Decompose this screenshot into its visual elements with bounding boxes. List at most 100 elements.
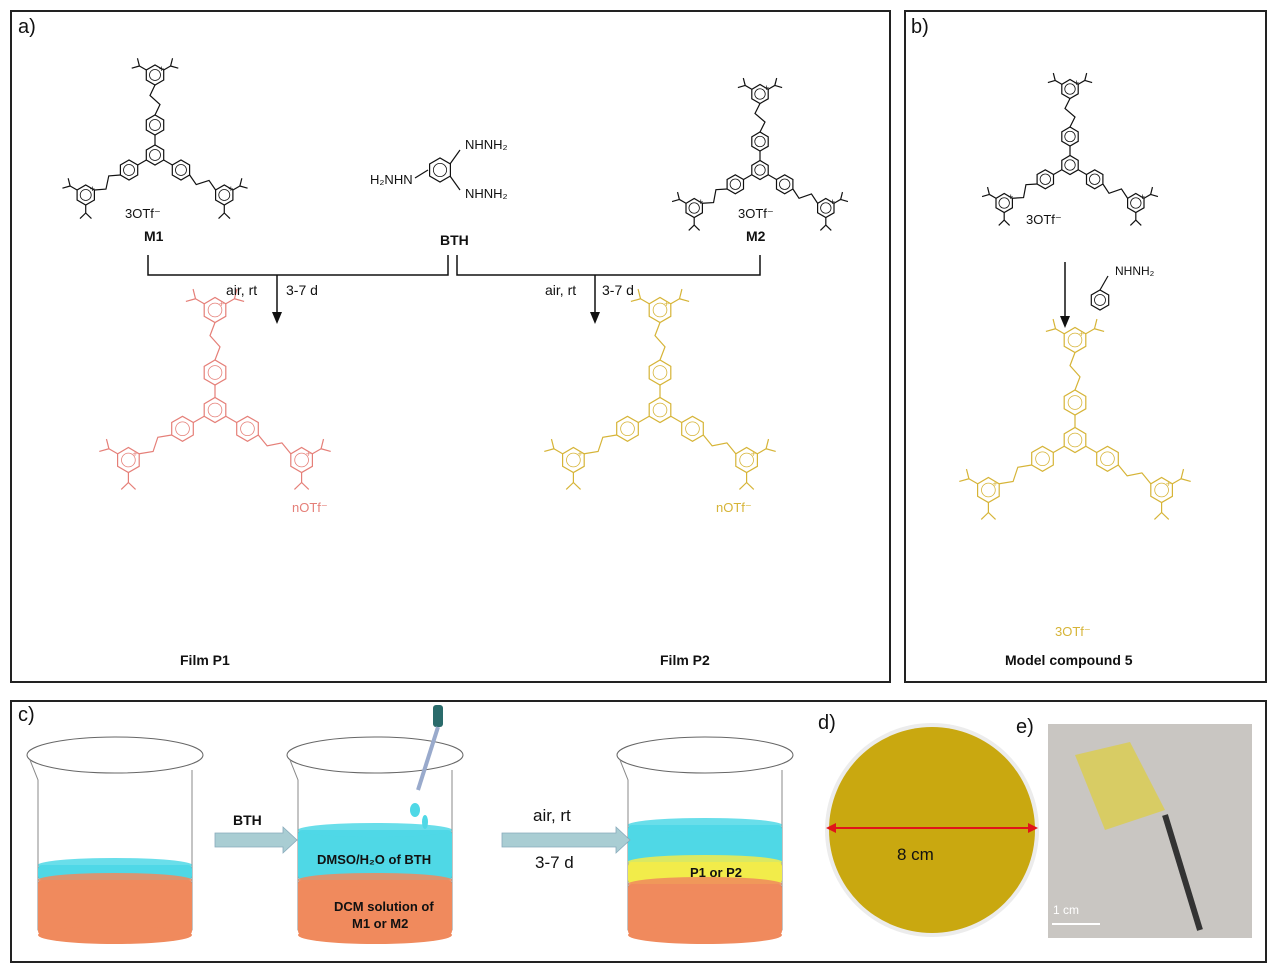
- alkyl-bond: [565, 482, 574, 490]
- vinyl-linker: [94, 174, 121, 191]
- step2-time: 3-7 d: [535, 853, 574, 872]
- aromatic-circle: [1035, 451, 1050, 467]
- organic-layer-surface: [38, 873, 192, 887]
- aryl-bond: [193, 415, 205, 424]
- aromatic-circle: [123, 164, 135, 176]
- charge-plus: +: [664, 299, 669, 309]
- beaker-bottom: [628, 926, 782, 944]
- vinyl-linker: [209, 322, 221, 361]
- alkyl-bond: [239, 185, 248, 189]
- m2-counterion: 3OTf⁻: [738, 206, 774, 221]
- aromatic-circle: [1067, 432, 1083, 448]
- bond: [449, 175, 461, 191]
- alkyl-bond: [1150, 186, 1154, 195]
- alkyl-bond: [679, 298, 690, 303]
- aryl-bond: [1053, 445, 1065, 454]
- vinyl-linker: [999, 464, 1032, 485]
- alkyl-bond: [998, 219, 1005, 226]
- vinyl-linker: [189, 174, 217, 191]
- model-starting-material: + + +: [981, 72, 1159, 226]
- phenyl-ring: [681, 415, 704, 442]
- aromatic-circle: [1039, 173, 1051, 185]
- alkyl-bond: [225, 298, 235, 305]
- phenyl-ring: [236, 415, 259, 442]
- model-compound-5-structure: + + +: [959, 318, 1191, 520]
- alkyl-bond: [232, 185, 241, 191]
- alkyl-bond: [99, 448, 110, 453]
- charge-plus: +: [751, 449, 756, 459]
- reaction-arrow-p1-head: [272, 312, 282, 324]
- alkyl-bond: [739, 482, 748, 490]
- alkyl-bond: [965, 468, 970, 479]
- aromatic-circle: [1064, 130, 1076, 143]
- beaker-1: [26, 736, 204, 944]
- alkyl-bond: [968, 478, 978, 485]
- aromatic-circle: [1064, 159, 1076, 171]
- aromatic-circle: [1067, 395, 1083, 410]
- aryl-bond: [1085, 445, 1097, 454]
- aromatic-circle: [149, 119, 161, 131]
- film-p1-label: Film P1: [180, 652, 230, 668]
- aromatic-circle: [218, 189, 231, 201]
- pyrylium-ring: [1061, 78, 1079, 100]
- aromatic-circle: [79, 189, 92, 201]
- alkyl-bond: [85, 212, 92, 220]
- benzohydrazide-structure: [1090, 275, 1110, 311]
- charge-plus: +: [1166, 479, 1171, 489]
- alkyl-bond: [1150, 193, 1159, 198]
- dropper-tube: [416, 726, 440, 791]
- aqueous-layer-surface: [628, 818, 782, 832]
- pyridinium-ring: [203, 296, 227, 324]
- panel-c-frame: [10, 700, 1267, 963]
- vinyl-linker: [1012, 183, 1038, 199]
- phenyl-ring: [1085, 169, 1104, 190]
- alkyl-bond: [742, 77, 746, 86]
- alkyl-bond: [108, 448, 118, 455]
- alkyl-bond: [840, 191, 844, 200]
- film-p2-label: Film P2: [660, 652, 710, 668]
- alkyl-bond: [688, 224, 695, 231]
- aromatic-circle: [652, 302, 668, 318]
- reaction-arrow-p2-head: [590, 312, 600, 324]
- alkyl-bond: [234, 298, 245, 303]
- process-arrow-2: [501, 826, 631, 854]
- bth-group-3: H₂NHN: [370, 172, 413, 187]
- core-benzene: [203, 396, 227, 424]
- aromatic-circle: [175, 164, 187, 176]
- alkyl-bond: [693, 224, 701, 231]
- alkyl-bond: [630, 298, 641, 303]
- alkyl-bond: [671, 198, 680, 203]
- aromatic-circle: [652, 402, 668, 418]
- alkyl-bond: [959, 478, 970, 483]
- alkyl-bond: [767, 84, 776, 90]
- beaker-3: [616, 736, 794, 944]
- aqueous-layer-label: DMSO/H₂O of BTH: [317, 852, 432, 867]
- aromatic-circle: [1089, 173, 1101, 185]
- droplet: [422, 815, 428, 829]
- b-start-counterion: 3OTf⁻: [1026, 212, 1062, 227]
- left-arrow-reagent: air, rt: [226, 282, 258, 298]
- alkyl-bond: [239, 178, 243, 187]
- alkyl-bond: [774, 84, 783, 89]
- aromatic-circle: [981, 482, 996, 498]
- bond: [449, 149, 461, 165]
- alkyl-bond: [640, 298, 650, 305]
- model-compound-label: Model compound 5: [1005, 652, 1133, 668]
- organic-layer: [628, 884, 782, 935]
- alkyl-bond: [320, 448, 331, 453]
- alkyl-bond: [840, 198, 849, 203]
- reaction-arrow-model-head: [1060, 316, 1070, 328]
- alkyl-bond: [819, 224, 827, 231]
- right-reaction-bracket: [456, 255, 761, 276]
- bth-core-ring: [429, 157, 451, 183]
- alkyl-bond: [1054, 79, 1063, 85]
- alkyl-bond: [131, 65, 140, 69]
- vinyl-linker: [702, 434, 737, 455]
- tweezers: [1162, 814, 1203, 931]
- alkyl-bond: [233, 288, 238, 299]
- aqueous-layer: [628, 825, 782, 865]
- alkyl-bond: [986, 186, 990, 195]
- vinyl-linker: [584, 434, 617, 455]
- alkyl-bond: [62, 185, 71, 189]
- aromatic-circle: [207, 302, 223, 318]
